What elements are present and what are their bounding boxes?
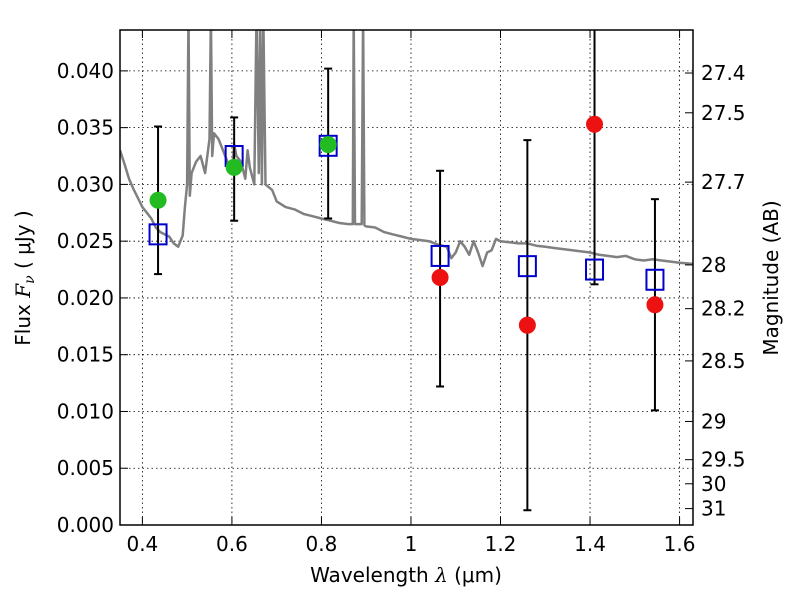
y-tick-label: 0.015 — [57, 343, 114, 367]
observed-flux-point — [319, 136, 337, 154]
y-tick-label: 0.000 — [57, 513, 114, 537]
y2-tick-label: 27.7 — [701, 170, 746, 194]
y2-tick-label: 29 — [701, 409, 726, 433]
y-tick-label: 0.040 — [57, 59, 114, 83]
observed-flux-point — [586, 115, 604, 133]
y2-tick-label: 28 — [701, 253, 726, 277]
y-tick-label: 0.035 — [57, 116, 114, 140]
observed-flux-point — [225, 158, 243, 176]
grid-lines — [120, 30, 693, 526]
y2-tick-label: 27.4 — [701, 61, 746, 85]
y2-tick-label: 29.5 — [701, 448, 746, 472]
y-tick-label: 0.030 — [57, 172, 114, 196]
template-spectrum-line — [120, 30, 693, 268]
x-tick-label: 0.4 — [126, 532, 158, 556]
y2-tick-label: 30 — [701, 472, 726, 496]
x-tick-label: 1.2 — [485, 532, 517, 556]
model-flux-square — [148, 223, 168, 246]
x-axis-label: Wavelength λ (μm) — [310, 563, 502, 587]
y2-tick-label: 31 — [701, 497, 726, 521]
x-tick-label: 1.4 — [574, 532, 606, 556]
observed-flux-point — [646, 296, 664, 314]
observed-flux-point — [518, 316, 536, 334]
y-axis-label: Flux Fν ( μJy ) — [11, 210, 38, 345]
model-flux-square — [645, 268, 665, 291]
y2-tick-label: 28.5 — [701, 349, 746, 373]
plot-area — [120, 30, 693, 512]
model-flux-square — [517, 255, 537, 278]
y-tick-label: 0.025 — [57, 229, 114, 253]
x-tick-label: 0.6 — [216, 532, 248, 556]
x-tick-label: 0.8 — [306, 532, 338, 556]
model-flux-square — [430, 244, 450, 267]
model-flux-square — [318, 134, 338, 157]
observed-flux-point — [149, 191, 167, 209]
y2-axis-label: Magnitude (AB) — [759, 200, 783, 355]
y-tick-label: 0.005 — [57, 456, 114, 480]
y-tick-label: 0.020 — [57, 286, 114, 310]
y2-tick-label: 27.5 — [701, 101, 746, 125]
model-flux-square — [585, 258, 605, 281]
observed-flux-point — [431, 269, 449, 286]
plot-frame — [119, 29, 694, 526]
x-tick-label: 1.6 — [664, 532, 696, 556]
y2-tick-label: 28.2 — [701, 297, 746, 321]
y-tick-label: 0.010 — [57, 399, 114, 423]
x-tick-label: 1 — [405, 532, 418, 556]
axis-ticks: 0.4 0.6 0.8 1 1.2 1.4 1.6 0.000 0.005 0.010 0.015 0… — [57, 30, 746, 556]
